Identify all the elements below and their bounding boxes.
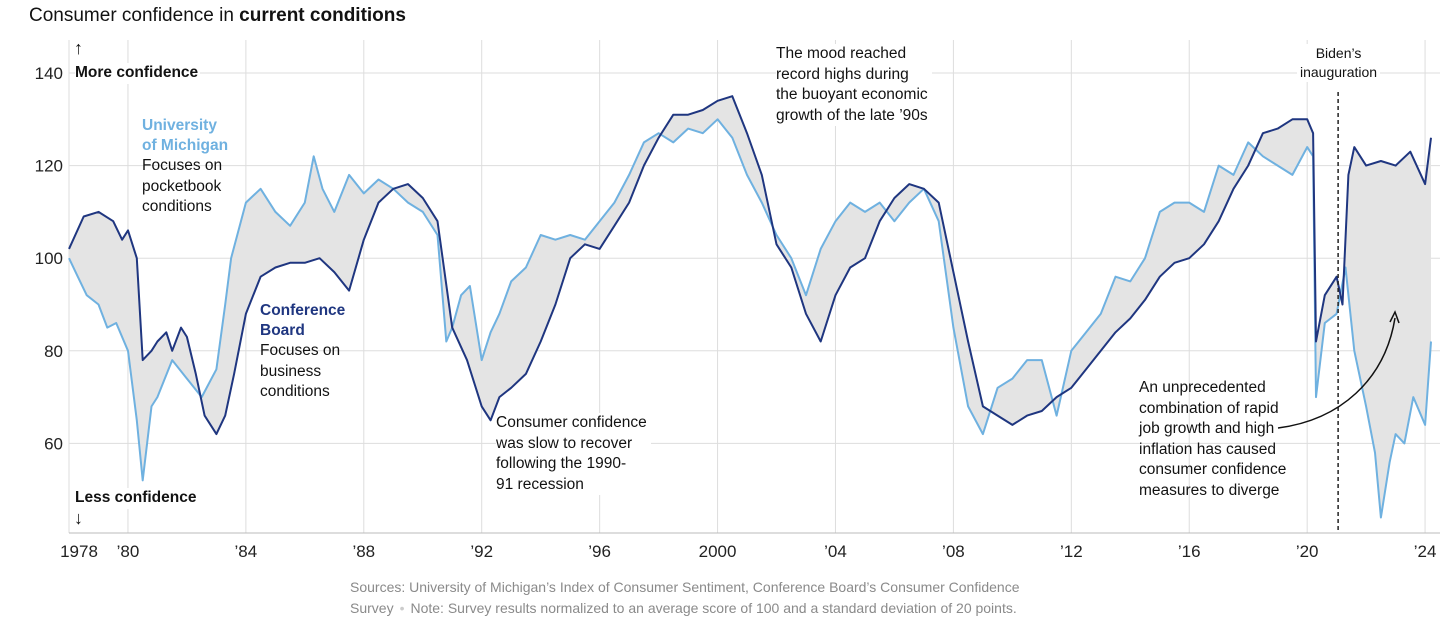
x-tick-label: ’04 [824,542,847,561]
y-tick-label: 120 [35,157,63,176]
annotation-line: measures to diverge [1139,481,1280,499]
annotation-nineties: The mood reached record highs during the… [776,44,932,126]
less-confidence-label: Less confidence [75,488,199,509]
x-tick-label: 2000 [699,542,737,561]
annotation-line: Consumer confidence [496,414,647,431]
annotation-line: 91 recession [496,475,584,493]
y-tick-label: 140 [35,64,63,83]
y-tick-label: 60 [44,434,63,453]
legend-cb-desc: Focuses on [260,342,341,359]
annotation-line: inflation has caused [1139,440,1277,458]
annotation-arrow [1277,317,1396,429]
annotation-line: the buoyant economic [776,86,928,103]
x-tick-label: ’08 [942,542,965,561]
y-tick-label: 100 [35,249,63,268]
x-tick-label: ’80 [117,542,140,561]
annotation-biden: Biden’s inauguration [1297,44,1381,82]
legend-michigan-desc: conditions [142,198,212,215]
x-tick-label: ’12 [1060,542,1083,561]
legend-cb-desc: business [260,362,322,380]
annotation-recession: Consumer confidence was slow to recover … [496,413,651,495]
annotation-line: growth of the late ’90s [776,106,928,124]
x-tick-label: ’84 [235,542,258,561]
annotation-line: inauguration [1300,64,1378,80]
y-tick-label: 80 [44,342,63,361]
x-tick-label: ’20 [1296,542,1319,561]
legend-cb-name: Board [260,322,305,339]
annotation-arrowhead-icon [1389,310,1400,324]
annotation-line: consumer confidence [1139,461,1287,478]
more-confidence-label: More confidence [75,63,201,84]
legend-cb-desc: conditions [260,383,330,400]
legend-michigan-desc: pocketbook [142,177,222,195]
annotation-diverge: An unprecedented combination of rapid jo… [1139,378,1286,501]
title-prefix: Consumer confidence in [29,5,240,26]
annotation-line: combination of rapid [1139,399,1279,417]
x-tick-label: ’24 [1414,542,1437,561]
x-tick-label: 1978 [60,542,98,561]
x-tick-label: ’88 [352,542,375,561]
legend-cb-name: Conference [260,302,346,319]
annotation-line: record highs during [776,65,909,83]
annotation-line: Biden’s [1315,45,1362,61]
annotation-line: was slow to recover [496,434,633,452]
legend-michigan-desc: Focuses on [142,157,223,174]
source-line: Sources: University of Michigan’s Index … [350,579,1020,595]
chart-title: Consumer confidence in current condition… [29,5,406,27]
separator-dot: • [399,600,405,616]
legend-conference-board: Conference Board Focuses on business con… [260,301,345,403]
x-tick-label: ’92 [470,542,493,561]
up-arrow-icon: ↑ [74,38,83,58]
conference-board-line [68,95,1432,436]
annotation-line: following the 1990- [496,455,627,472]
note-line: Note: Survey results normalized to an av… [410,600,1017,616]
source-line: Survey [350,600,394,616]
x-tick-label: ’16 [1178,542,1201,561]
x-tick-label: ’96 [588,542,611,561]
annotation-line: An unprecedented [1139,379,1266,396]
source-note: Sources: University of Michigan’s Index … [350,577,1130,619]
annotation-line: job growth and high [1139,420,1275,437]
legend-michigan-name: of Michigan [142,137,229,154]
gap-fill-area [69,96,1431,518]
title-bold: current conditions [239,5,406,26]
legend-michigan-name: University [142,117,217,134]
annotation-line: The mood reached [776,45,907,62]
down-arrow-icon: ↓ [74,508,83,528]
legend-michigan: University of Michigan Focuses on pocket… [142,116,228,218]
michigan-line [68,118,1432,519]
